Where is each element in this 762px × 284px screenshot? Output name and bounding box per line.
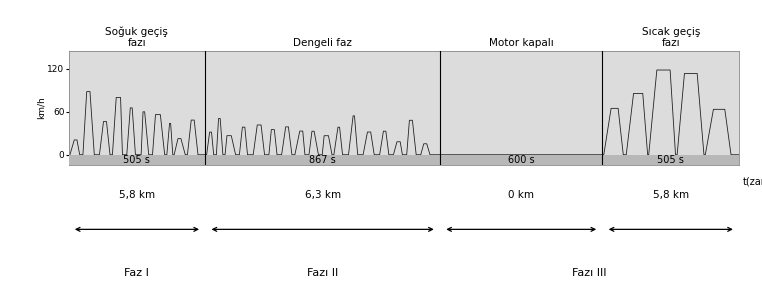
Text: 867 s: 867 s	[309, 155, 336, 165]
Text: 5,8 km: 5,8 km	[119, 190, 155, 200]
Text: 5,8 km: 5,8 km	[653, 190, 689, 200]
Text: 505 s: 505 s	[658, 155, 684, 165]
Text: 0 km: 0 km	[508, 190, 534, 200]
Y-axis label: km/h: km/h	[37, 97, 46, 119]
Text: Motor kapalı: Motor kapalı	[489, 38, 553, 48]
Text: Soğuk geçiş
fazı: Soğuk geçiş fazı	[105, 26, 168, 48]
Text: Fazı III: Fazı III	[572, 268, 607, 279]
Text: t(zaman): t(zaman)	[743, 176, 762, 186]
Text: 505 s: 505 s	[123, 155, 150, 165]
Text: Faz I: Faz I	[124, 268, 149, 279]
Text: Sıcak geçiş
fazı: Sıcak geçiş fazı	[642, 27, 700, 48]
Text: Dengeli faz: Dengeli faz	[293, 38, 352, 48]
Text: 6,3 km: 6,3 km	[305, 190, 341, 200]
Bar	[69, 155, 739, 165]
Text: 600 s: 600 s	[508, 155, 534, 165]
Text: Fazı II: Fazı II	[307, 268, 338, 279]
